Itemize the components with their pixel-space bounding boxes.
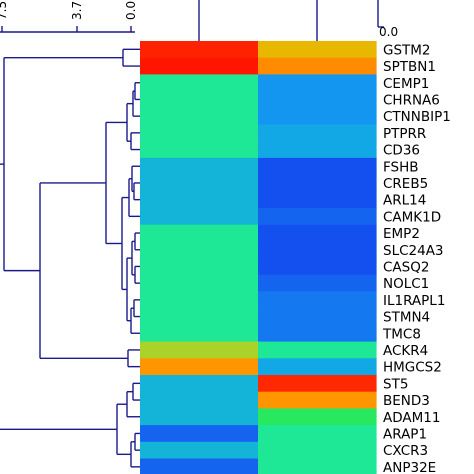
- heatmap-cell: [140, 224, 259, 242]
- row-tree-tick-label: 7.5: [0, 1, 9, 20]
- heatmap-cell: [258, 191, 377, 209]
- gene-label: CREB5: [383, 176, 428, 192]
- heatmap-cell: [140, 458, 259, 474]
- gene-label: ARL14: [383, 193, 426, 209]
- heatmap-cell: [140, 425, 259, 443]
- gene-label: CAMK1D: [383, 209, 441, 225]
- heatmap-cell: [258, 57, 377, 75]
- gene-label: ST5: [383, 376, 408, 392]
- gene-label: CXCR3: [383, 443, 428, 459]
- gene-label: SPTBN1: [383, 59, 436, 75]
- gene-label: EMP2: [383, 226, 420, 242]
- heatmap-cell: [140, 124, 259, 142]
- heatmap-cell: [140, 375, 259, 393]
- heatmap-cell: [140, 358, 259, 376]
- heatmap-cell: [258, 324, 377, 343]
- heatmap-cell: [258, 291, 377, 309]
- heatmap-cell: [140, 57, 259, 75]
- heatmap-cell: [140, 274, 259, 293]
- heatmap-cell: [140, 341, 259, 359]
- heatmap-cell: [140, 174, 259, 192]
- gene-label: CHRNA6: [383, 92, 440, 108]
- gene-label: CASQ2: [383, 259, 429, 275]
- gene-label: NOLC1: [383, 276, 429, 292]
- heatmap-cell: [258, 157, 377, 176]
- gene-label: FSHB: [383, 159, 419, 175]
- heatmap-cell: [258, 74, 377, 92]
- heatmap-cell: [258, 174, 377, 192]
- heatmap-cell: [258, 224, 377, 242]
- heatmap-cell: [258, 408, 377, 426]
- heatmap-cell: [258, 208, 377, 226]
- heatmap-cell: [258, 425, 377, 443]
- heatmap-cell: [258, 458, 377, 474]
- gene-label: CTNNBIP1: [383, 109, 451, 125]
- heatmap-cells: [140, 41, 377, 474]
- heatmap-cell: [140, 41, 259, 59]
- gene-label: ADAM11: [383, 410, 440, 426]
- gene-label: HMGCS2: [383, 360, 442, 376]
- gene-label: IL1RAPL1: [383, 293, 445, 309]
- heatmap-cell: [140, 191, 259, 209]
- row-dendrogram: [0, 48, 140, 468]
- heatmap-cell: [258, 258, 377, 276]
- heatmap-cell: [140, 258, 259, 276]
- heatmap-cell: [258, 308, 377, 326]
- gene-label: PTPRR: [383, 126, 426, 142]
- row-tree-tick-label: 3.7: [70, 1, 84, 20]
- gene-label: CEMP1: [383, 76, 429, 92]
- row-tree-tick-label: 0.0: [124, 1, 138, 20]
- heatmap-cell: [140, 241, 259, 259]
- heatmap-cell: [140, 408, 259, 426]
- gene-label: BEND3: [383, 393, 430, 409]
- heatmap-cell: [258, 107, 377, 126]
- heatmap-cell: [258, 41, 377, 59]
- heatmap-cell: [258, 341, 377, 359]
- heatmap-cell: [140, 208, 259, 226]
- column-dendrogram: 0.0: [198, 0, 398, 41]
- heatmap-cell: [258, 358, 377, 376]
- heatmap-cell: [258, 241, 377, 259]
- gene-label: SLC24A3: [383, 243, 444, 259]
- heatmap-cell: [258, 141, 377, 159]
- heatmap-cell: [258, 375, 377, 393]
- gene-label: TMC8: [382, 326, 421, 342]
- heatmap-cell: [140, 107, 259, 126]
- gene-label: CD36: [383, 143, 420, 159]
- gene-label: GSTM2: [383, 42, 431, 58]
- heatmap-cell: [258, 441, 377, 460]
- heatmap-cell: [140, 391, 259, 409]
- heatmap-cell: [258, 91, 377, 109]
- heatmap-cell: [140, 324, 259, 343]
- gene-label: STMN4: [383, 310, 430, 326]
- row-dendrogram-axis: 7.5 3.7 0.0: [0, 1, 138, 33]
- gene-label: ACKR4: [383, 343, 428, 359]
- gene-labels: GSTM2SPTBN1CEMP1CHRNA6CTNNBIP1PTPRRCD36F…: [382, 42, 451, 474]
- heatmap-cell: [140, 308, 259, 326]
- gene-label: ARAP1: [383, 426, 427, 442]
- heatmap-cell: [258, 274, 377, 293]
- column-tree-tick-label: 0.0: [379, 25, 398, 39]
- heatmap-cell: [140, 157, 259, 176]
- heatmap-cell: [140, 74, 259, 92]
- gene-label: ANP32E: [383, 460, 436, 474]
- heatmap-cell: [140, 291, 259, 309]
- heatmap-cell: [140, 441, 259, 460]
- heatmap-cell: [258, 124, 377, 142]
- heatmap-cell: [258, 391, 377, 409]
- heatmap-cell: [140, 141, 259, 159]
- heatmap-cell: [140, 91, 259, 109]
